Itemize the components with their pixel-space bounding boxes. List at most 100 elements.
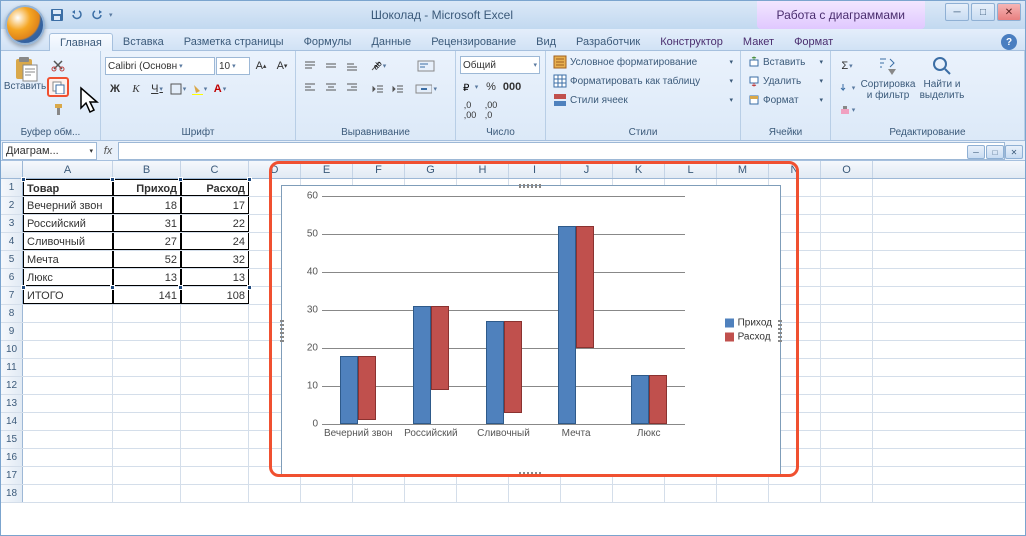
col-header[interactable]: F <box>353 161 405 178</box>
cell[interactable] <box>821 431 873 448</box>
cell[interactable] <box>181 395 249 412</box>
cell[interactable] <box>23 323 113 340</box>
col-header[interactable]: B <box>113 161 181 178</box>
row-header[interactable]: 11 <box>1 359 23 376</box>
row-header[interactable]: 15 <box>1 431 23 448</box>
tab-view[interactable]: Вид <box>526 33 566 50</box>
row-header[interactable]: 16 <box>1 449 23 466</box>
increase-decimal-button[interactable]: ,0,00 <box>460 100 480 120</box>
insert-cells-button[interactable]: Вставить▾ <box>745 53 826 71</box>
font-name-combo[interactable]: Calibri (Основн▾ <box>105 57 215 75</box>
cell[interactable] <box>821 251 873 268</box>
cell[interactable] <box>821 467 873 484</box>
cell[interactable] <box>821 323 873 340</box>
format-as-table-button[interactable]: Форматировать как таблицу▾ <box>550 72 736 90</box>
chart-bar[interactable] <box>340 356 358 424</box>
cell[interactable]: ИТОГО <box>23 287 113 304</box>
cell[interactable] <box>717 485 769 502</box>
chart-bar[interactable] <box>504 321 522 412</box>
fill-button[interactable] <box>835 78 859 98</box>
cell[interactable]: Расход <box>181 179 249 196</box>
cell[interactable] <box>23 377 113 394</box>
cell[interactable] <box>821 287 873 304</box>
cell[interactable] <box>23 305 113 322</box>
grow-font-button[interactable]: A▴ <box>251 56 271 76</box>
row-header[interactable]: 17 <box>1 467 23 484</box>
cell[interactable]: 24 <box>181 233 249 250</box>
clear-button[interactable] <box>835 100 859 120</box>
chart-bar[interactable] <box>576 226 594 348</box>
underline-button[interactable]: Ч <box>147 79 167 99</box>
cell[interactable] <box>613 485 665 502</box>
cell[interactable] <box>821 395 873 412</box>
chart-bar[interactable] <box>649 375 667 424</box>
format-cells-button[interactable]: Формат▾ <box>745 91 826 109</box>
cell[interactable] <box>821 359 873 376</box>
wrap-text-button[interactable] <box>414 56 438 76</box>
decrease-decimal-button[interactable]: ,00,0 <box>481 100 501 120</box>
cell[interactable] <box>561 485 613 502</box>
cell[interactable] <box>23 431 113 448</box>
cell[interactable] <box>23 413 113 430</box>
row-header[interactable]: 4 <box>1 233 23 250</box>
align-center-button[interactable] <box>321 77 341 97</box>
col-header[interactable]: C <box>181 161 249 178</box>
tab-insert[interactable]: Вставка <box>113 33 174 50</box>
cell[interactable] <box>113 395 181 412</box>
row-header[interactable]: 3 <box>1 215 23 232</box>
cell[interactable] <box>113 377 181 394</box>
tab-formulas[interactable]: Формулы <box>294 33 362 50</box>
cell[interactable] <box>821 233 873 250</box>
cell[interactable]: 31 <box>113 215 181 232</box>
cell[interactable] <box>23 485 113 502</box>
chart-bar[interactable] <box>431 306 449 390</box>
tab-chart-design[interactable]: Конструктор <box>650 33 733 50</box>
cell[interactable] <box>113 341 181 358</box>
cell[interactable]: 141 <box>113 287 181 304</box>
row-header[interactable]: 10 <box>1 341 23 358</box>
align-top-button[interactable] <box>300 56 320 76</box>
cell[interactable] <box>23 395 113 412</box>
row-header[interactable]: 14 <box>1 413 23 430</box>
col-header[interactable]: I <box>509 161 561 178</box>
cut-button[interactable] <box>47 55 69 75</box>
embedded-chart[interactable]: 0102030405060Вечерний звонРоссийскийСлив… <box>281 185 781 475</box>
cell[interactable]: 27 <box>113 233 181 250</box>
cell[interactable] <box>821 197 873 214</box>
row-header[interactable]: 13 <box>1 395 23 412</box>
row-header[interactable]: 1 <box>1 179 23 196</box>
cell[interactable]: Сливочный <box>23 233 113 250</box>
cell[interactable]: Люкс <box>23 269 113 286</box>
format-painter-button[interactable] <box>47 99 69 119</box>
col-header[interactable]: M <box>717 161 769 178</box>
cell[interactable] <box>181 341 249 358</box>
cell[interactable] <box>181 431 249 448</box>
align-bottom-button[interactable] <box>342 56 362 76</box>
chart-bar[interactable] <box>558 226 576 424</box>
tab-chart-format[interactable]: Формат <box>784 33 843 50</box>
cell[interactable] <box>113 413 181 430</box>
wb-minimize-button[interactable]: ─ <box>967 145 985 159</box>
tab-chart-layout[interactable]: Макет <box>733 33 784 50</box>
row-header[interactable]: 5 <box>1 251 23 268</box>
cell[interactable] <box>821 413 873 430</box>
cell[interactable] <box>821 449 873 466</box>
tab-home[interactable]: Главная <box>49 33 113 51</box>
cell[interactable] <box>821 341 873 358</box>
conditional-formatting-button[interactable]: Условное форматирование▾ <box>550 53 736 71</box>
paste-button[interactable]: Вставить <box>5 53 45 94</box>
percent-button[interactable]: % <box>481 77 501 97</box>
cell[interactable] <box>353 485 405 502</box>
tab-data[interactable]: Данные <box>361 33 421 50</box>
cell[interactable] <box>181 449 249 466</box>
autosum-button[interactable]: Σ <box>835 56 859 76</box>
select-all-corner[interactable] <box>1 161 23 178</box>
row-header[interactable]: 7 <box>1 287 23 304</box>
cell[interactable]: 13 <box>113 269 181 286</box>
col-header[interactable]: D <box>249 161 301 178</box>
cell[interactable] <box>821 305 873 322</box>
cell[interactable]: 108 <box>181 287 249 304</box>
cell[interactable] <box>113 305 181 322</box>
font-color-button[interactable]: A <box>210 79 230 99</box>
currency-button[interactable]: ₽ <box>460 77 480 97</box>
